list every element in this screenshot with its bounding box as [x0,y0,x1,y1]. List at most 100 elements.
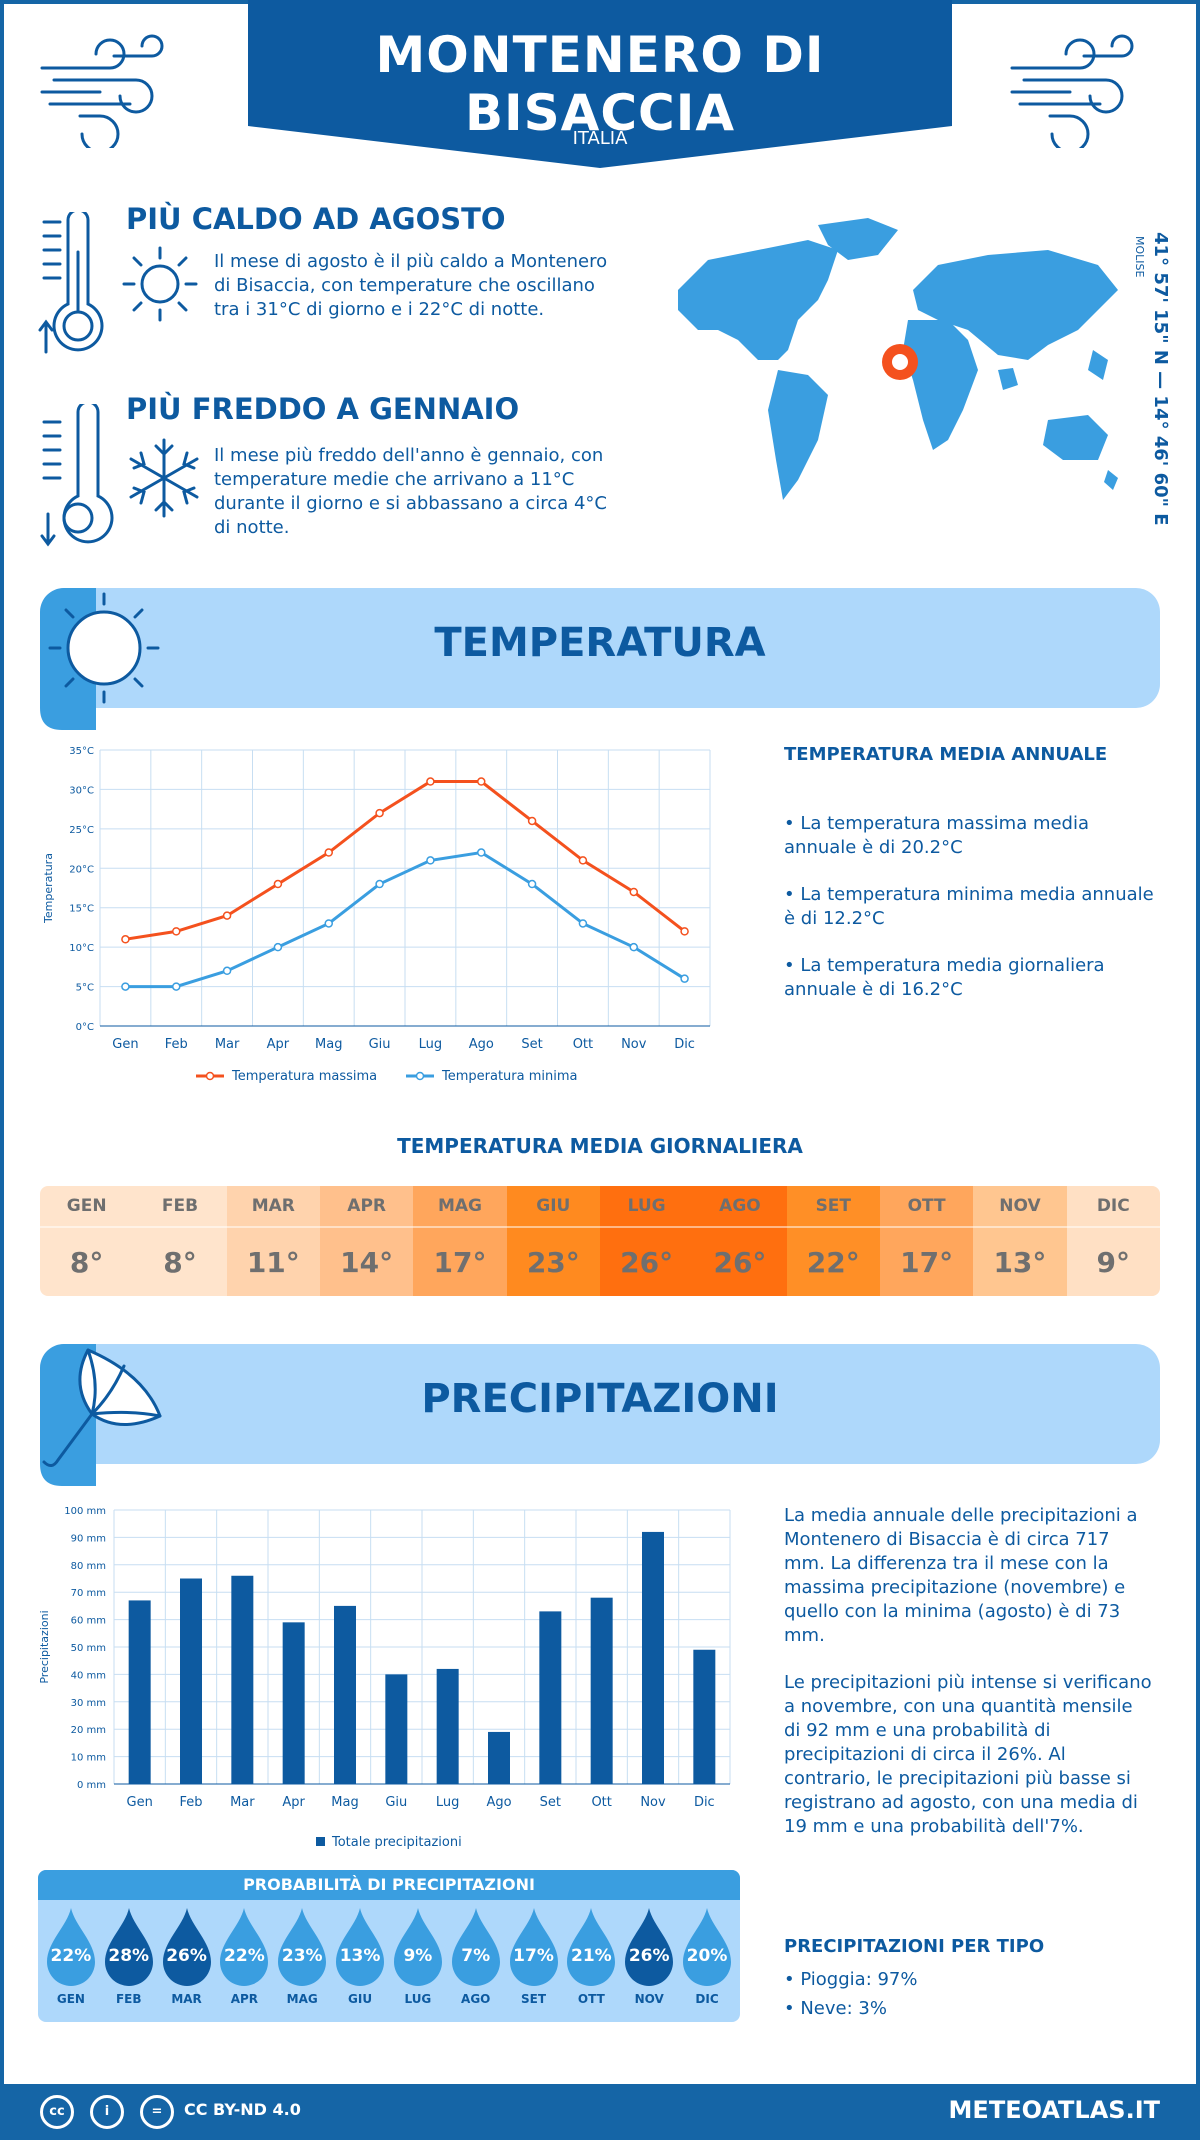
raindrop-icon [104,1908,153,1986]
precip-bar [488,1731,510,1784]
precip-probability-month: MAG [286,1992,318,2006]
y-tick-label: 30 mm [71,1698,106,1709]
legend-swatch [316,1837,325,1846]
x-tick-label: Lug [419,1037,443,1052]
y-tick-label: 60 mm [71,1616,106,1627]
monthly-temp-value: 17° [413,1226,507,1296]
x-tick-label: Feb [179,1795,202,1810]
data-point [375,808,384,818]
precipitation-banner [40,1344,1160,1464]
temperature-title: TEMPERATURA [434,620,766,666]
legend-label: Temperatura minima [441,1069,578,1084]
monthly-temp-month: GEN [66,1196,107,1216]
y-tick-label: 25°C [69,825,94,836]
precip-probability-item: 21% OTT [565,1906,617,2006]
data-point [324,848,333,857]
raindrop-icon [625,1908,674,1986]
precip-probability-month: LUG [404,1992,432,2006]
monthly-temp-month: LUG [627,1196,666,1216]
temperature-chart: 0°C 5°C 10°C 15°C 20°C 25°C 30°C 35°C Gen Feb Mar A… [42,746,711,1084]
data-point [527,879,537,889]
monthly-temp-cell: LUG 26° [599,1186,694,1296]
precip-probability-item: 9% LUG [392,1906,444,2006]
precip-probability-month: APR [230,1992,259,2006]
series-line [125,850,686,989]
precip-probability-value: 7% [461,1946,491,1966]
precip-bar [436,1668,459,1784]
annual-min-text: • La temperatura minima media annuale è … [784,884,1154,929]
precip-probability-month: AGO [461,1992,491,2006]
monthly-temp-value: 8° [40,1226,134,1296]
precip-bar [590,1597,613,1784]
monthly-temp-month: AGO [719,1196,761,1216]
precip-bar [334,1605,356,1784]
x-tick-label: Ago [469,1037,494,1052]
raindrop-icon [278,1908,327,1986]
monthly-temp-value: 22° [786,1226,880,1296]
monthly-temp-month: MAR [251,1196,295,1216]
data-point [578,919,588,928]
thermometer-hot-icon [38,212,104,354]
x-tick-label: Gen [112,1037,138,1052]
raindrop-icon [509,1908,558,1986]
y-axis-label: Temperatura [42,853,55,924]
precip-bar [539,1611,562,1784]
data-point [680,927,689,936]
precip-probability-heading: PROBABILITÀ DI PRECIPITAZIONI [38,1870,740,1900]
legend-marker [415,1071,425,1081]
precip-probability-value: 22% [50,1946,92,1966]
no-derivatives-icon: = [140,2095,174,2129]
x-tick-label: Set [540,1795,561,1810]
y-tick-label: 0°C [76,1022,94,1033]
monthly-temp-cell: MAG 17° [413,1186,507,1296]
precip-type-snow: • Neve: 3% [784,1998,887,2019]
x-tick-label: Ago [486,1795,511,1810]
monthly-temp-value: 17° [879,1226,974,1296]
sun-small-icon [122,246,198,322]
precip-probability-item: 23% MAG [276,1906,328,2006]
monthly-temp-value: 26° [693,1226,787,1296]
precip-probability-item: 28% FEB [103,1906,155,2006]
data-point [121,982,130,991]
precip-probability-value: 17% [513,1946,554,1966]
y-tick-label: 15°C [69,904,94,915]
sun-icon [40,588,160,730]
precipitation-chart: 0 mm 10 mm 20 mm 30 mm 40 mm 50 mm 60 mm 70 mm 8… [40,1506,731,1850]
monthly-temp-month: NOV [999,1196,1041,1216]
precip-probability-month: GEN [56,1992,85,2006]
x-tick-label: Ott [573,1037,593,1052]
precip-probability-month: NOV [634,1992,664,2006]
raindrop-shape [451,1908,500,1986]
site-link[interactable]: METEOATLAS.IT [948,2096,1160,2124]
snowflake-icon [129,438,199,518]
raindrop-shape [625,1908,674,1986]
x-tick-label: Mar [215,1037,240,1052]
y-tick-label: 20°C [69,864,94,875]
attribution-icon: i [90,2095,124,2129]
y-tick-label: 5°C [76,983,94,994]
data-point [629,942,638,952]
precip-probability-month: GIU [348,1992,373,2006]
x-tick-label: Nov [621,1037,647,1052]
data-point [375,879,384,889]
x-tick-label: Mar [230,1795,255,1810]
precip-probability-item: 17% SET [508,1906,560,2006]
data-point [121,935,130,944]
annual-max-text: • La temperatura massima media annuale è… [784,813,1090,858]
x-tick-label: Dic [694,1795,715,1810]
raindrop-shape [220,1908,269,1986]
x-tick-label: Nov [640,1795,666,1810]
legend-label: Temperatura massima [231,1069,377,1084]
x-tick-label: Apr [267,1037,290,1052]
precip-bar [385,1674,408,1784]
monthly-temperature-table: GEN 8° FEB 8° MAR 11° APR 14° MAG 17° GIU 23° LUG 26°… [40,1186,1160,1296]
legend-label: Totale precipitazioni [331,1835,462,1850]
precip-type-rain: • Pioggia: 97% [784,1969,918,1990]
x-tick-label: Gen [127,1795,153,1810]
raindrop-icon [451,1908,500,1986]
raindrop-shape [336,1908,385,1986]
y-tick-label: 10°C [69,943,94,954]
umbrella-icon [40,1344,162,1486]
y-tick-label: 50 mm [71,1643,106,1654]
coldest-month-text: Il mese più freddo dell'anno è gennaio, … [214,445,607,538]
